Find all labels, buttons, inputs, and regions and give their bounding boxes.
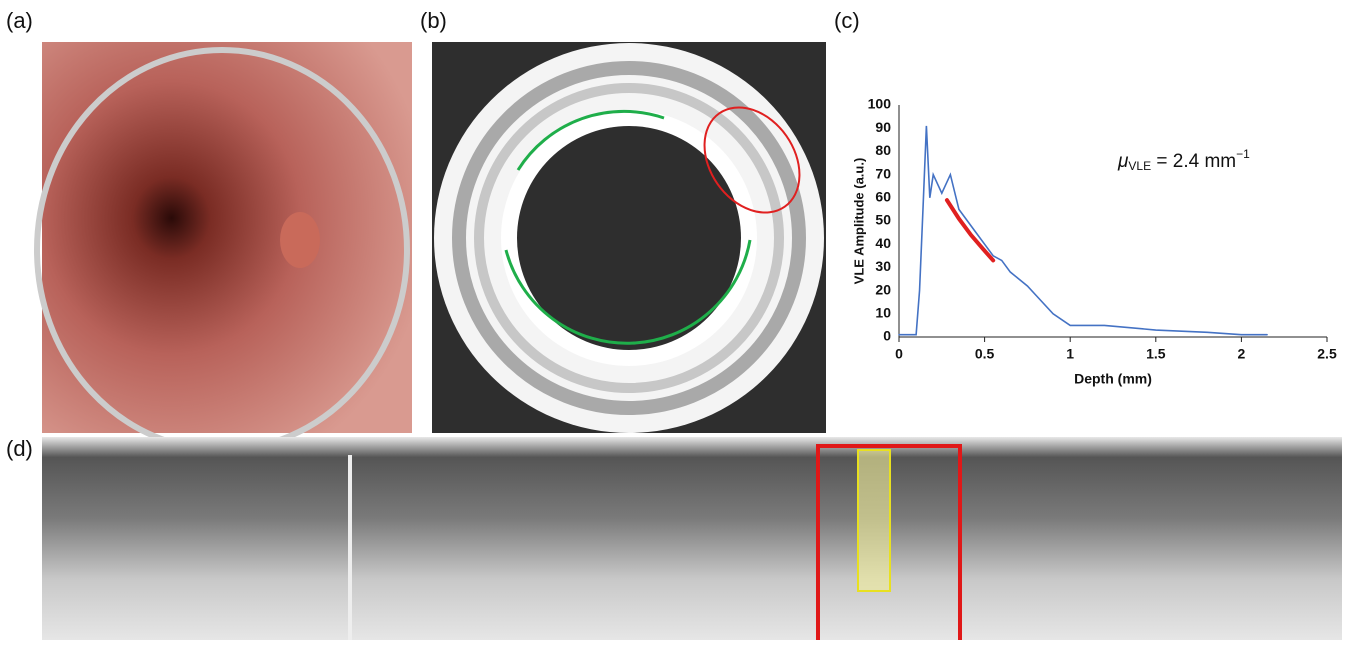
y-tick-label: 80 — [875, 142, 891, 158]
y-axis-label: VLE Amplitude (a.u.) — [851, 158, 866, 285]
x-tick-label: 2 — [1238, 346, 1246, 362]
y-tick-label: 40 — [875, 235, 891, 251]
x-tick-label: 1 — [1066, 346, 1074, 362]
annotation-text: = 2.4 mm — [1151, 151, 1236, 172]
y-tick-label: 20 — [875, 281, 891, 297]
amplitude-chart: VLE Amplitude (a.u.) Depth (mm) μVLE = 2… — [851, 96, 1337, 387]
figure: (a) (b) (c) (d) VLE Amplitude (a.u.) Dep… — [0, 0, 1349, 640]
annotation-symbol: μ — [1117, 151, 1129, 172]
annotation: μVLE = 2.4 mm−1 — [1117, 147, 1250, 173]
annotation-subscript: VLE — [1128, 159, 1151, 173]
x-tick-label: 0 — [895, 346, 903, 362]
x-tick-label: 1.5 — [1146, 346, 1166, 362]
y-tick-label: 30 — [875, 258, 891, 274]
x-axis-label: Depth (mm) — [1074, 371, 1152, 387]
y-tick-label: 60 — [875, 189, 891, 205]
y-tick-label: 70 — [875, 165, 891, 181]
panel-label: (b) — [420, 8, 447, 33]
y-tick-label: 0 — [883, 328, 891, 344]
annotation-superscript: −1 — [1236, 147, 1250, 161]
endoscopy-image — [37, 42, 412, 450]
y-tick-label: 100 — [868, 96, 892, 112]
x-tick-label: 0.5 — [975, 346, 995, 362]
panel-label: (c) — [834, 8, 860, 33]
panel-label: (d) — [6, 436, 33, 461]
x-tick-label: 2.5 — [1317, 346, 1337, 362]
fit-line — [947, 200, 993, 260]
vle-b-scan — [42, 437, 1342, 640]
y-tick-label: 50 — [875, 212, 891, 228]
y-tick-label: 10 — [875, 305, 891, 321]
vle-cross-section — [432, 42, 826, 433]
panel-label: (a) — [6, 8, 33, 33]
y-tick-label: 90 — [875, 119, 891, 135]
